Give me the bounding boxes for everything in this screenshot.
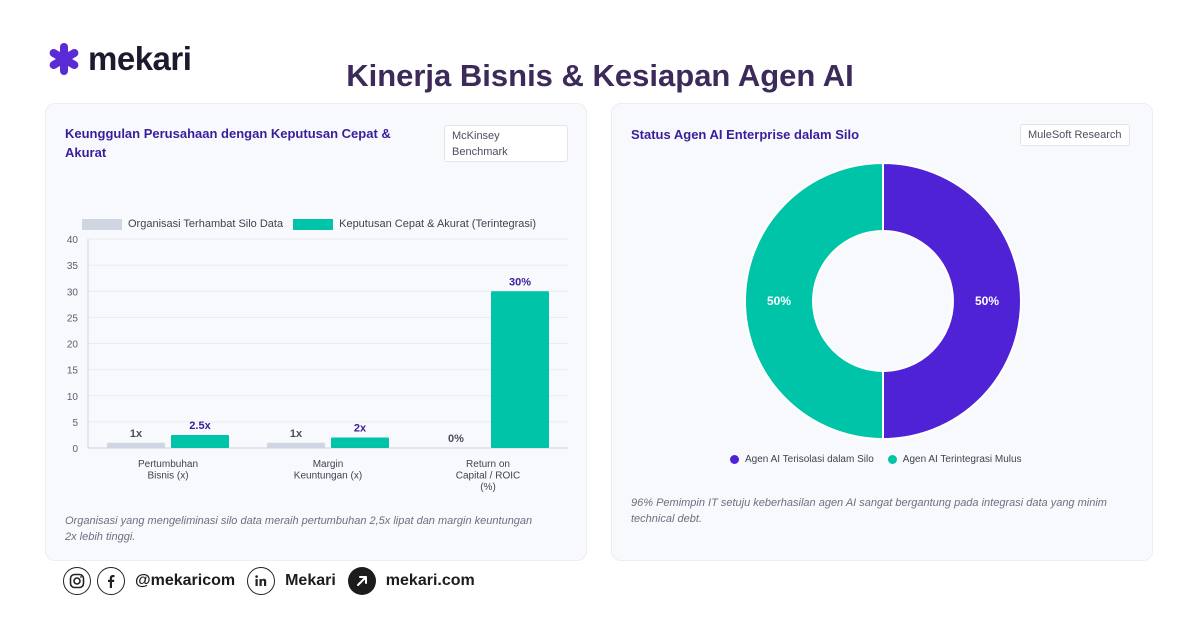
bar-value-label: 2x bbox=[354, 423, 367, 435]
legend-dot bbox=[887, 455, 897, 464]
donut-chart-title: Status Agen AI Enterprise dalam Silo bbox=[631, 127, 860, 142]
facebook-icon[interactable] bbox=[97, 567, 125, 595]
website-link[interactable]: mekari.com bbox=[385, 572, 475, 589]
x-tick-label: Bisnis (x) bbox=[147, 471, 188, 482]
legend-label: Agen AI Terintegrasi Mulus bbox=[902, 454, 1022, 465]
mekari-logo-icon bbox=[49, 43, 79, 75]
legend-item-silo: Organisasi Terhambat Silo Data bbox=[82, 218, 283, 230]
source-badge: MuleSoft Research bbox=[1020, 124, 1130, 146]
y-tick-label: 5 bbox=[72, 418, 78, 429]
donut-slice bbox=[744, 161, 884, 441]
legend-label: Agen AI Terisolasi dalam Silo bbox=[745, 454, 874, 465]
bar-value-label: 30% bbox=[509, 276, 531, 288]
source-badge: McKinsey Benchmark bbox=[444, 125, 568, 162]
x-tick-label: Return on bbox=[466, 459, 510, 470]
page-title: Kinerja Bisnis & Kesiapan Agen AI bbox=[346, 58, 854, 93]
brand-name: mekari bbox=[88, 40, 192, 77]
legend-item-integrated: Agen AI Terintegrasi Mulus bbox=[887, 454, 1022, 465]
legend-item-isolated: Agen AI Terisolasi dalam Silo bbox=[730, 454, 874, 465]
brand-logo: mekari bbox=[46, 40, 192, 78]
bar-integrated bbox=[171, 434, 229, 448]
y-tick-label: 20 bbox=[67, 340, 79, 351]
bar-value-label: 2.5x bbox=[189, 420, 211, 432]
legend-dot bbox=[730, 455, 739, 464]
bar-chart: 0 5 10 15 20 25 30 35 40 1x 2.5x PertumbuhanBisnis … bbox=[67, 235, 568, 493]
y-tick-label: 30 bbox=[67, 287, 79, 298]
x-tick-label: Keuntungan (x) bbox=[294, 471, 362, 482]
source-badge-line1: McKinsey bbox=[452, 130, 500, 142]
linkedin-icon[interactable] bbox=[247, 567, 276, 595]
donut-chart-legend: Agen AI Terisolasi dalam Silo Agen AI Te… bbox=[730, 454, 1036, 465]
bar-integrated bbox=[331, 437, 389, 448]
x-tick-label: Capital / ROIC bbox=[456, 471, 520, 482]
bar-chart-note: Organisasi yang mengeliminasi silo data … bbox=[65, 515, 533, 543]
legend-item-integrated: Keputusan Cepat & Akurat (Terintegrasi) bbox=[293, 218, 536, 230]
bar-value-label: 0% bbox=[448, 433, 464, 445]
bar-chart-legend: Organisasi Terhambat Silo Data Keputusan… bbox=[82, 218, 546, 230]
bar-silo bbox=[267, 442, 325, 448]
source-badge-line2: Benchmark bbox=[452, 146, 508, 158]
y-tick-label: 0 bbox=[72, 444, 78, 455]
y-tick-label: 35 bbox=[67, 261, 79, 272]
bar-integrated bbox=[491, 291, 549, 448]
bar-chart-card: Keunggulan Perusahaan dengan Keputusan C… bbox=[45, 103, 587, 561]
slice-label: 50% bbox=[975, 294, 999, 308]
linkedin-name[interactable]: Mekari bbox=[285, 572, 336, 589]
donut-chart: 50% 50% bbox=[744, 161, 1022, 441]
legend-swatch bbox=[293, 218, 334, 230]
x-tick-label: Margin bbox=[313, 459, 344, 470]
x-tick-label: (%) bbox=[480, 482, 496, 493]
external-link-icon[interactable] bbox=[347, 567, 376, 595]
legend-label: Organisasi Terhambat Silo Data bbox=[128, 218, 284, 230]
bar-silo bbox=[107, 442, 165, 448]
donut-slice bbox=[882, 161, 1022, 441]
footer: @mekaricom Mekari mekari.com bbox=[63, 566, 487, 596]
instagram-icon[interactable] bbox=[63, 567, 91, 595]
y-tick-label: 10 bbox=[67, 392, 79, 403]
donut-chart-note: 96% Pemimpin IT setuju keberhasilan agen… bbox=[631, 497, 1107, 525]
x-tick-label: Pertumbuhan bbox=[138, 459, 198, 470]
legend-swatch bbox=[82, 218, 122, 230]
legend-label: Keputusan Cepat & Akurat (Terintegrasi) bbox=[339, 218, 536, 230]
slice-label: 50% bbox=[767, 294, 791, 308]
y-tick-label: 40 bbox=[67, 235, 79, 246]
bar-value-label: 1x bbox=[290, 428, 303, 440]
y-tick-label: 15 bbox=[67, 366, 79, 377]
bar-chart-title: Keunggulan Perusahaan dengan Keputusan C… bbox=[65, 126, 391, 160]
bar-value-label: 1x bbox=[130, 428, 143, 440]
social-handle[interactable]: @mekaricom bbox=[135, 572, 236, 589]
donut-chart-card: Status Agen AI Enterprise dalam Silo Mul… bbox=[611, 103, 1153, 561]
y-tick-label: 25 bbox=[67, 313, 79, 324]
